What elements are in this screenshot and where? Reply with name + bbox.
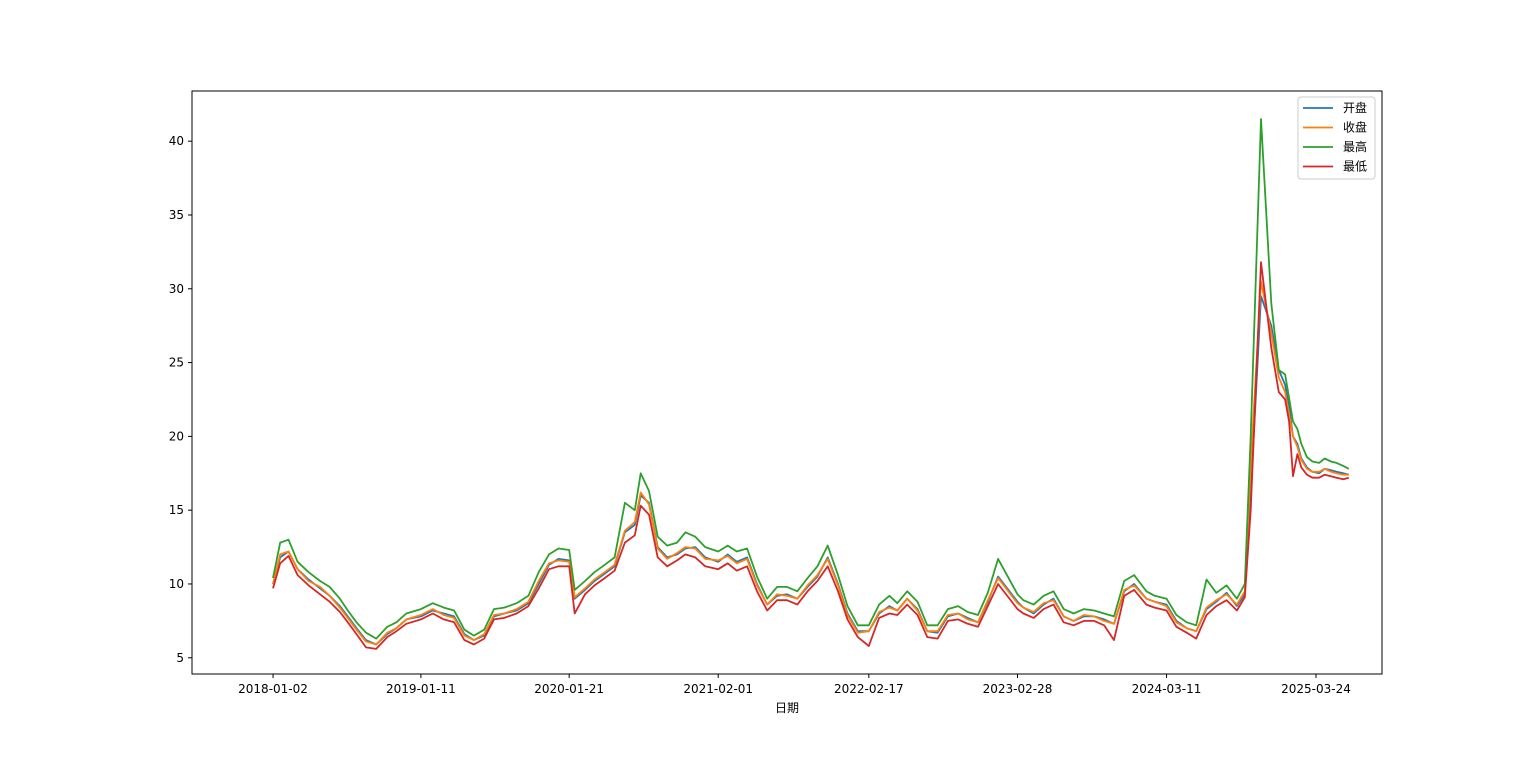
plot-frame [191, 90, 1383, 675]
x-axis: 2018-01-02 2019-01-11 2020-01-21 2021-02-01… [238, 674, 1351, 696]
x-tick-label: 2023-02-28 [983, 682, 1053, 696]
y-tick-label: 25 [169, 356, 184, 370]
y-tick-label: 40 [169, 134, 184, 148]
series-line-1 [272, 295, 1350, 646]
y-tick-label: 5 [176, 651, 184, 665]
legend-label: 最高 [1343, 139, 1367, 154]
y-tick-label: 20 [169, 429, 184, 443]
y-tick-label: 35 [169, 208, 184, 222]
legend-label: 最低 [1343, 160, 1367, 174]
y-tick-label: 30 [169, 282, 184, 296]
legend-box [1297, 96, 1376, 180]
y-tick-label: 10 [169, 577, 184, 591]
y-tick-label: 15 [169, 503, 184, 517]
legend-label: 收盘 [1343, 120, 1367, 135]
x-tick-label: 2024-03-11 [1132, 682, 1202, 696]
series-layer [272, 118, 1350, 650]
x-tick-label: 2025-03-24 [1281, 682, 1351, 696]
series-line-4 [272, 261, 1350, 650]
y-axis: 5 10 15 20 25 30 35 40 [169, 134, 192, 665]
x-tick-label: 2021-02-01 [683, 682, 753, 696]
x-tick-label: 2022-02-17 [834, 682, 904, 696]
series-line-2 [272, 280, 1349, 646]
x-axis-label: 日期 [775, 701, 799, 715]
x-tick-label: 2018-01-02 [238, 682, 308, 696]
x-tick-label: 2019-01-11 [386, 682, 456, 696]
series-line-3 [272, 118, 1350, 640]
legend-label: 开盘 [1343, 100, 1367, 115]
x-tick-label: 2020-01-21 [534, 682, 604, 696]
